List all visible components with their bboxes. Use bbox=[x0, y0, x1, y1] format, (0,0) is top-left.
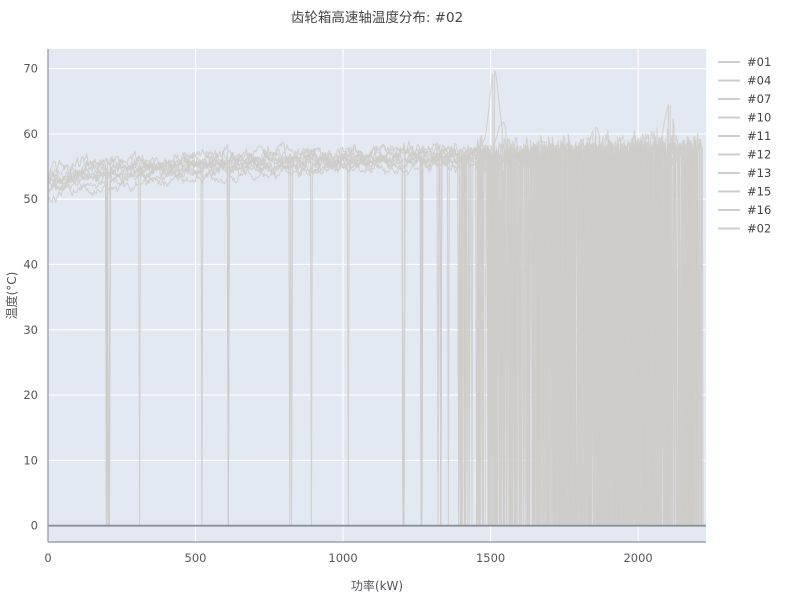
legend-label-n15[interactable]: #15 bbox=[747, 185, 771, 199]
legend-label-n12[interactable]: #12 bbox=[747, 148, 771, 162]
x-tick-label: 2000 bbox=[623, 551, 652, 565]
legend-label-n10[interactable]: #10 bbox=[747, 111, 771, 125]
legend-label-n07[interactable]: #07 bbox=[747, 92, 771, 106]
x-tick-label: 0 bbox=[44, 551, 51, 565]
legend[interactable]: #01 #04 #07 #10 #11 #12 #13 #15 #16 #02 bbox=[718, 55, 771, 236]
legend-label-n02[interactable]: #02 bbox=[747, 222, 771, 236]
legend-label-n11[interactable]: #11 bbox=[747, 129, 771, 143]
legend-label-n16[interactable]: #16 bbox=[747, 203, 771, 217]
x-tick-label: 500 bbox=[185, 551, 207, 565]
y-tick-label: 10 bbox=[23, 453, 38, 467]
x-tick-label: 1000 bbox=[328, 551, 357, 565]
y-tick-label: 60 bbox=[23, 127, 38, 141]
y-tick-label: 30 bbox=[23, 323, 38, 337]
x-axis-label: 功率(kW) bbox=[351, 578, 403, 593]
legend-label-n04[interactable]: #04 bbox=[747, 74, 771, 88]
x-tick-label: 1500 bbox=[476, 551, 505, 565]
y-tick-label: 70 bbox=[23, 62, 38, 76]
x-tick-labels: 0 500 1000 1500 2000 bbox=[44, 551, 652, 565]
series-line-n15 bbox=[47, 127, 698, 527]
y-tick-label: 20 bbox=[23, 388, 38, 402]
series-line-n02 bbox=[47, 133, 704, 527]
y-tick-label: 40 bbox=[23, 257, 38, 271]
y-axis-label: 温度(°C) bbox=[4, 272, 19, 320]
y-tick-labels: 0 10 20 30 40 50 60 70 bbox=[23, 62, 38, 533]
legend-label-n01[interactable]: #01 bbox=[747, 55, 771, 69]
series-lines bbox=[47, 70, 704, 527]
chart-title: 齿轮箱高速轴温度分布: #02 bbox=[291, 9, 463, 26]
y-tick-label: 50 bbox=[23, 192, 38, 206]
y-tick-label: 0 bbox=[31, 519, 38, 533]
legend-label-n13[interactable]: #13 bbox=[747, 166, 771, 180]
